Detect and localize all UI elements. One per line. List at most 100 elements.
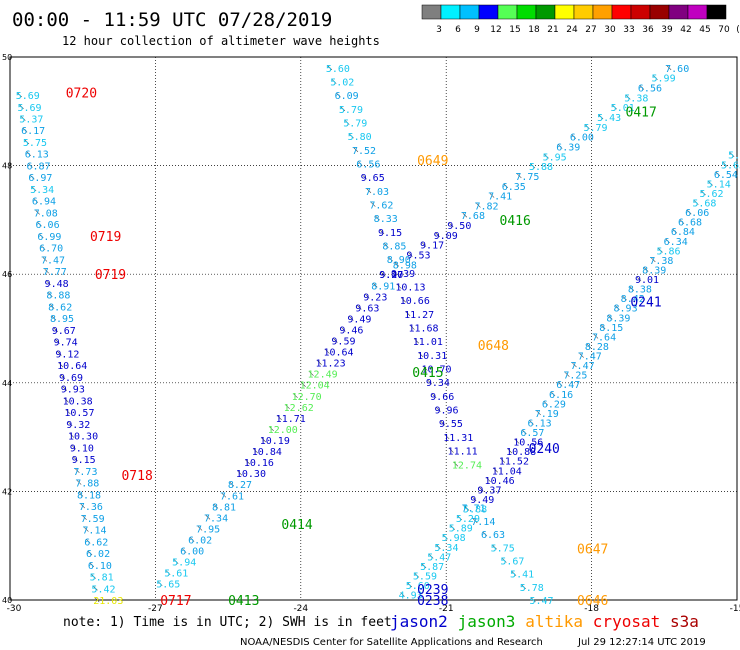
swh-value: 12.49 bbox=[308, 370, 338, 381]
track-point-mark bbox=[521, 584, 526, 590]
swh-value: 8.39 bbox=[642, 265, 666, 276]
swh-value: 5.87 bbox=[420, 562, 444, 573]
track-point-mark bbox=[371, 202, 376, 207]
track-point-mark bbox=[67, 421, 73, 427]
track-point-mark bbox=[472, 496, 477, 502]
chart-title: 00:00 - 11:59 UTC 07/28/2019 bbox=[12, 9, 332, 31]
swh-value: 5.99 bbox=[652, 74, 676, 85]
track-point-mark bbox=[598, 114, 604, 120]
swh-value: 6.62 bbox=[84, 537, 108, 548]
colorbar-tick-label: 24 bbox=[566, 25, 578, 35]
track-point-mark bbox=[37, 221, 42, 227]
track-point-mark bbox=[349, 316, 354, 321]
swh-value: 10.30 bbox=[236, 469, 266, 480]
swh-value: 11.01 bbox=[413, 337, 443, 348]
track-0720: 5.695.695.376.175.756.136.876.975.346.94… bbox=[16, 91, 124, 607]
swh-value: 6.56 bbox=[638, 84, 662, 95]
swh-value: 9.48 bbox=[45, 279, 69, 290]
track-point-mark bbox=[76, 480, 82, 485]
x-tick-label: -24 bbox=[293, 604, 308, 614]
colorbar-tick-label: 18 bbox=[528, 25, 540, 35]
swh-value: 5.81 bbox=[90, 573, 114, 584]
track-point-mark bbox=[457, 515, 463, 521]
swh-value: 9.39 bbox=[391, 269, 415, 280]
track-point-mark bbox=[57, 351, 62, 356]
colorbar-tick-label: 3 bbox=[436, 25, 442, 35]
track-point-mark bbox=[221, 493, 227, 498]
colorbar-swatch bbox=[478, 4, 499, 20]
track-0415: 5.655.615.946.006.027.957.348.817.618.27… bbox=[156, 270, 403, 591]
swh-value: 6.94 bbox=[32, 197, 56, 208]
track-point-mark bbox=[237, 470, 243, 476]
swh-value: 10.70 bbox=[421, 365, 451, 376]
swh-value: 9.34 bbox=[426, 378, 450, 389]
swh-value: 9.10 bbox=[70, 443, 94, 454]
swh-value: 7.62 bbox=[369, 201, 393, 212]
track-point-mark bbox=[379, 229, 385, 235]
swh-value: 7.75 bbox=[515, 172, 539, 183]
swh-value: 7.61 bbox=[220, 491, 244, 502]
footer-timestamp: Jul 29 12:27:14 UTC 2019 bbox=[577, 637, 706, 648]
footer-credit: NOAA/NESDIS Center for Satellite Applica… bbox=[240, 637, 543, 648]
swh-value: 5.80 bbox=[348, 132, 372, 143]
swh-value: 5.59 bbox=[413, 571, 437, 582]
track-point-mark bbox=[19, 104, 24, 109]
swh-value: 8.15 bbox=[599, 323, 623, 334]
colorbar-tick-label: 6 bbox=[455, 25, 461, 35]
track-point-mark bbox=[462, 213, 468, 218]
track-point-mark bbox=[173, 559, 179, 564]
swh-value: 6.02 bbox=[188, 535, 212, 546]
x-tick-label: -18 bbox=[584, 604, 599, 614]
swh-value: 6.00 bbox=[180, 547, 204, 558]
track-point-mark bbox=[26, 151, 31, 156]
colorbar-swatch bbox=[706, 4, 727, 20]
swh-value: 7.34 bbox=[204, 513, 228, 524]
swh-value: 7.60 bbox=[665, 64, 689, 75]
swh-value: 6.29 bbox=[542, 399, 566, 410]
swh-value: 7.14 bbox=[471, 517, 495, 528]
track-point-mark bbox=[530, 163, 536, 169]
swh-value: 9.74 bbox=[54, 338, 78, 349]
colorbar-swatch bbox=[535, 4, 556, 20]
legend-cryosat: cryosat bbox=[593, 612, 660, 631]
track-time-label: 0239 bbox=[417, 583, 448, 598]
track-point-mark bbox=[277, 415, 282, 421]
track-time-label: 0719 bbox=[90, 230, 121, 245]
track-point-mark bbox=[84, 527, 89, 532]
track-point-mark bbox=[66, 409, 71, 415]
track-point-mark bbox=[410, 325, 415, 330]
track-point-mark bbox=[86, 539, 91, 544]
track-point-mark bbox=[612, 104, 617, 110]
track-point-mark bbox=[51, 315, 57, 321]
track-point-mark bbox=[405, 311, 411, 317]
track-point-mark bbox=[464, 506, 470, 511]
swh-value: 7.14 bbox=[82, 526, 106, 537]
colorbar-swatch bbox=[573, 4, 594, 20]
track-point-mark bbox=[672, 229, 678, 234]
swh-value: 8.18 bbox=[77, 490, 101, 501]
track-point-mark bbox=[46, 280, 51, 286]
swh-value: 11.23 bbox=[315, 359, 345, 370]
swh-value: 9.37 bbox=[477, 485, 501, 496]
swh-value: 7.71 bbox=[462, 504, 486, 515]
swh-value: 6.57 bbox=[520, 428, 544, 439]
swh-value: 5.01 bbox=[611, 103, 635, 114]
swh-value: 9.53 bbox=[406, 251, 430, 262]
track-point-mark bbox=[78, 492, 84, 497]
track-point-mark bbox=[722, 162, 728, 167]
track-point-mark bbox=[341, 327, 346, 332]
swh-value: 6.09 bbox=[335, 91, 359, 102]
swh-value: 9.32 bbox=[66, 420, 90, 431]
swh-value: 5.62 bbox=[699, 189, 723, 200]
track-point-mark bbox=[392, 270, 398, 276]
swh-value: 5.37 bbox=[19, 114, 43, 125]
chart-subtitle: 12 hour collection of altimeter wave hei… bbox=[62, 34, 380, 48]
track-point-mark bbox=[429, 554, 434, 559]
track-point-mark bbox=[407, 582, 412, 588]
track-point-mark bbox=[658, 248, 663, 253]
swh-value: 12.00 bbox=[268, 425, 298, 436]
track-point-mark bbox=[715, 171, 721, 177]
swh-value: 8.38 bbox=[628, 285, 652, 296]
track-point-mark bbox=[31, 186, 37, 192]
